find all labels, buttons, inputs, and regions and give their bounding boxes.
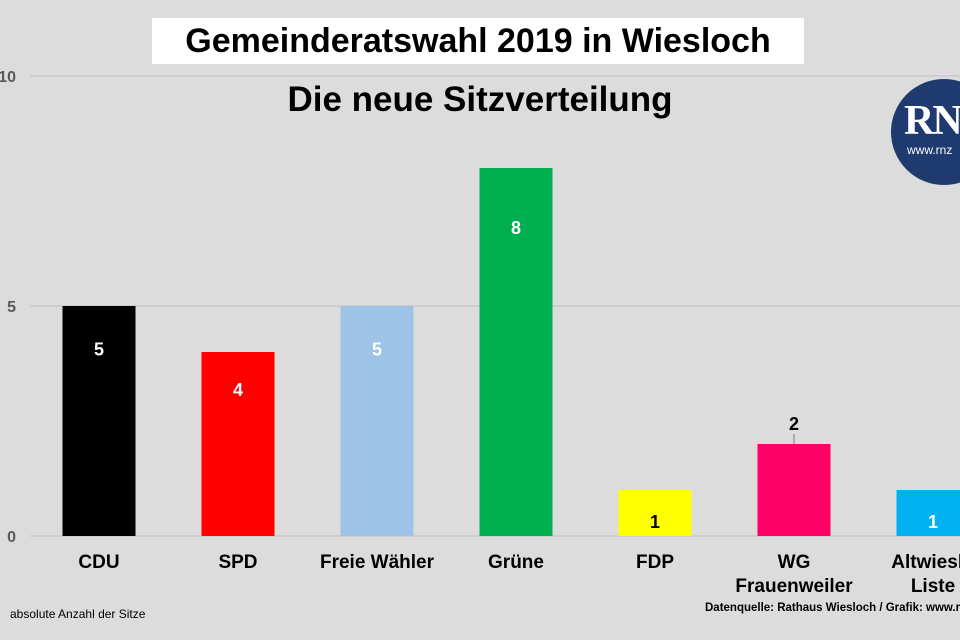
y-tick-label: 0 <box>7 529 16 546</box>
x-tick-label: WG <box>778 552 811 573</box>
x-tick-label: Frauenweiler <box>735 576 853 597</box>
logo-url: www.rnz <box>907 143 953 157</box>
chart-subtitle: Die neue Sitzverteilung <box>287 80 673 119</box>
bar-4 <box>618 490 692 536</box>
footer-note: absolute Anzahl der Sitze <box>10 607 146 621</box>
bar-1 <box>201 352 275 536</box>
data-label: 5 <box>94 340 104 360</box>
x-tick-label: Grüne <box>488 552 544 573</box>
data-label: 8 <box>511 218 521 238</box>
logo-text: RN <box>904 98 960 144</box>
bar-2 <box>340 306 414 536</box>
bar-0 <box>62 306 136 536</box>
chart-title: Gemeinderatswahl 2019 in Wiesloch <box>152 18 804 64</box>
bar-3 <box>479 168 553 536</box>
bar-5 <box>757 444 831 536</box>
x-tick-label: FDP <box>636 552 674 573</box>
bar-6 <box>896 490 960 536</box>
x-tick-label: Liste <box>911 576 955 597</box>
data-label: 2 <box>789 414 799 434</box>
data-label: 1 <box>650 512 660 532</box>
y-tick-label: 10 <box>0 69 16 86</box>
data-label: 5 <box>372 340 382 360</box>
data-label: 4 <box>233 380 243 400</box>
y-tick-label: 5 <box>7 299 16 316</box>
x-tick-label: Freie Wähler <box>320 552 435 573</box>
data-label: 1 <box>928 512 938 532</box>
x-tick-label: Altwieslo <box>891 552 960 573</box>
footer-source: Datenquelle: Rathaus Wiesloch / Grafik: … <box>705 602 960 614</box>
x-tick-label: CDU <box>78 552 119 573</box>
x-tick-label: SPD <box>218 552 257 573</box>
